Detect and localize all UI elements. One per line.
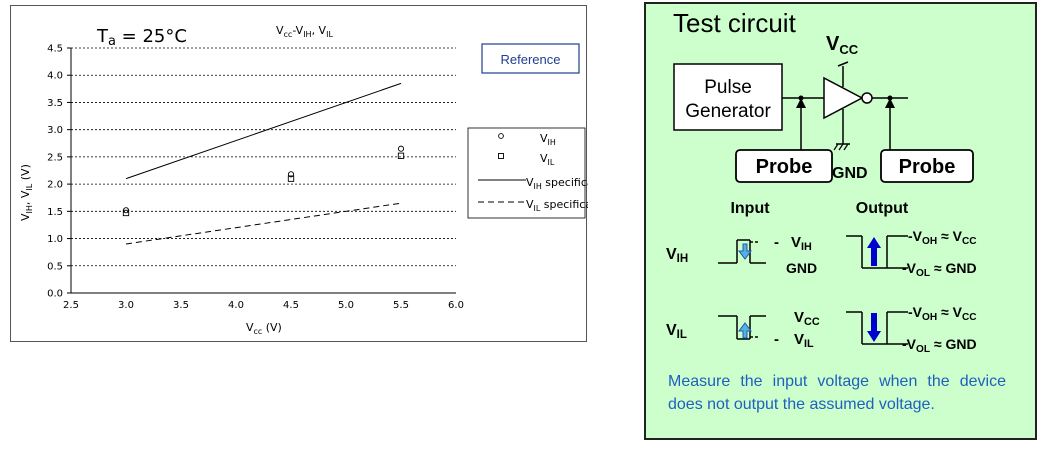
pulse-generator-label: Pulse xyxy=(704,77,752,98)
circuit-diagram: Test circuit VCC Pulse Generator GND Probe Pro… xyxy=(666,8,977,355)
series-line-vih-specification xyxy=(125,82,402,180)
test-circuit-panel: Test circuit VCC Pulse Generator GND Probe Pro… xyxy=(644,2,1037,440)
input-top-label: VCC xyxy=(794,309,820,328)
input-header: Input xyxy=(730,200,770,217)
input-top-label: VIH xyxy=(791,234,812,253)
input-bottom-label: GND xyxy=(786,260,817,276)
y-axis-label: VIH, VIL (V) xyxy=(19,164,34,221)
temperature-annotation: Ta = 25°C xyxy=(96,26,187,49)
y-tick-label: 4.0 xyxy=(47,71,63,82)
vcc-label: VCC xyxy=(826,33,859,57)
inverter-symbol xyxy=(823,76,864,120)
junction-dot xyxy=(887,95,893,101)
output-bottom-label: -VOL ≈ GND xyxy=(902,336,977,355)
legend-marker xyxy=(498,153,504,159)
y-tick-label: 3.5 xyxy=(47,98,63,109)
y-tick-label: 1.0 xyxy=(47,234,63,245)
chart-panel: 0.0 0.5 1.0 1.5 2.0 2.5 3.0 3.5 4.0 4.5 2.5 3.0 3.5 4… xyxy=(10,5,588,342)
data-point-vil xyxy=(397,152,405,159)
measurement-note: Measure the input voltage when the devic… xyxy=(668,373,1006,413)
probe-box xyxy=(735,149,833,183)
gnd-label: GND xyxy=(832,165,868,182)
y-tick-label: 4.5 xyxy=(47,44,63,55)
wire xyxy=(833,143,839,151)
legend-label: VIH xyxy=(540,132,556,147)
output-top-label: -VOH ≈ VCC xyxy=(908,228,977,247)
x-tick-label: 5.5 xyxy=(393,300,409,311)
y-tick-label: 2.5 xyxy=(47,152,63,163)
probe-label: Probe xyxy=(899,156,956,178)
probe-box xyxy=(880,149,974,183)
output-header: Output xyxy=(856,200,909,217)
pulse-generator-label: Generator xyxy=(685,101,771,122)
probe-label: Probe xyxy=(756,156,813,178)
wire xyxy=(838,143,844,151)
y-tick-label: 0.5 xyxy=(47,261,63,272)
circuit-title: Test circuit xyxy=(673,8,797,38)
arrow-head xyxy=(885,98,895,108)
x-tick-label: 3.5 xyxy=(173,300,189,311)
legend-label: VIL xyxy=(540,152,555,167)
input-arrow-down xyxy=(738,243,752,260)
series-line-vil-specification xyxy=(125,202,402,245)
chart: 0.0 0.5 1.0 1.5 2.0 2.5 3.0 3.5 4.0 4.5 2.5 3.0 3.5 4… xyxy=(19,24,588,336)
chart-title: Vcc-VIH, VIL xyxy=(276,24,333,39)
pulse-generator-box xyxy=(673,63,783,131)
arrow-head xyxy=(796,98,806,108)
y-tick-label: 2.0 xyxy=(47,180,63,191)
input-arrow-up xyxy=(738,322,752,339)
output-bottom-label: -VOL ≈ GND xyxy=(902,260,977,279)
x-tick-label: 3.0 xyxy=(118,300,134,311)
x-axis-label: Vcc (V) xyxy=(246,321,282,336)
input-bottom-label: VIL xyxy=(794,331,814,350)
legend-label: VIL specification xyxy=(526,198,588,213)
wire xyxy=(837,61,849,67)
input-top-dash: - xyxy=(774,234,779,251)
output-top-label: -VOH ≈ VCC xyxy=(908,304,977,323)
output-arrow-up xyxy=(867,237,881,266)
legend-marker xyxy=(498,133,504,139)
x-tick-label: 6.0 xyxy=(448,300,464,311)
x-tick-label: 5.0 xyxy=(338,300,354,311)
data-point-vil xyxy=(122,209,130,217)
x-tick-label: 4.0 xyxy=(228,300,244,311)
inverter-bubble xyxy=(861,92,873,104)
legend-label: VIH specification xyxy=(526,176,588,191)
reference-button xyxy=(481,43,580,74)
data-point-vih xyxy=(397,145,405,152)
x-tick-label: 2.5 xyxy=(63,300,79,311)
y-tick-label: 3.0 xyxy=(47,125,63,136)
x-tick-label: 4.5 xyxy=(283,300,299,311)
y-tick-label: 0.0 xyxy=(47,289,63,300)
row-label: VIH xyxy=(666,246,688,265)
row-label: VIL xyxy=(666,322,687,341)
data-point-vih xyxy=(287,171,295,178)
input-bottom-dash: - xyxy=(774,331,779,348)
data-point-vil xyxy=(287,175,295,182)
y-tick-label: 1.5 xyxy=(47,207,63,218)
reference-button-label: Reference xyxy=(501,52,561,67)
wire xyxy=(843,143,849,151)
output-arrow-down xyxy=(867,313,881,342)
legend-box xyxy=(467,127,586,219)
